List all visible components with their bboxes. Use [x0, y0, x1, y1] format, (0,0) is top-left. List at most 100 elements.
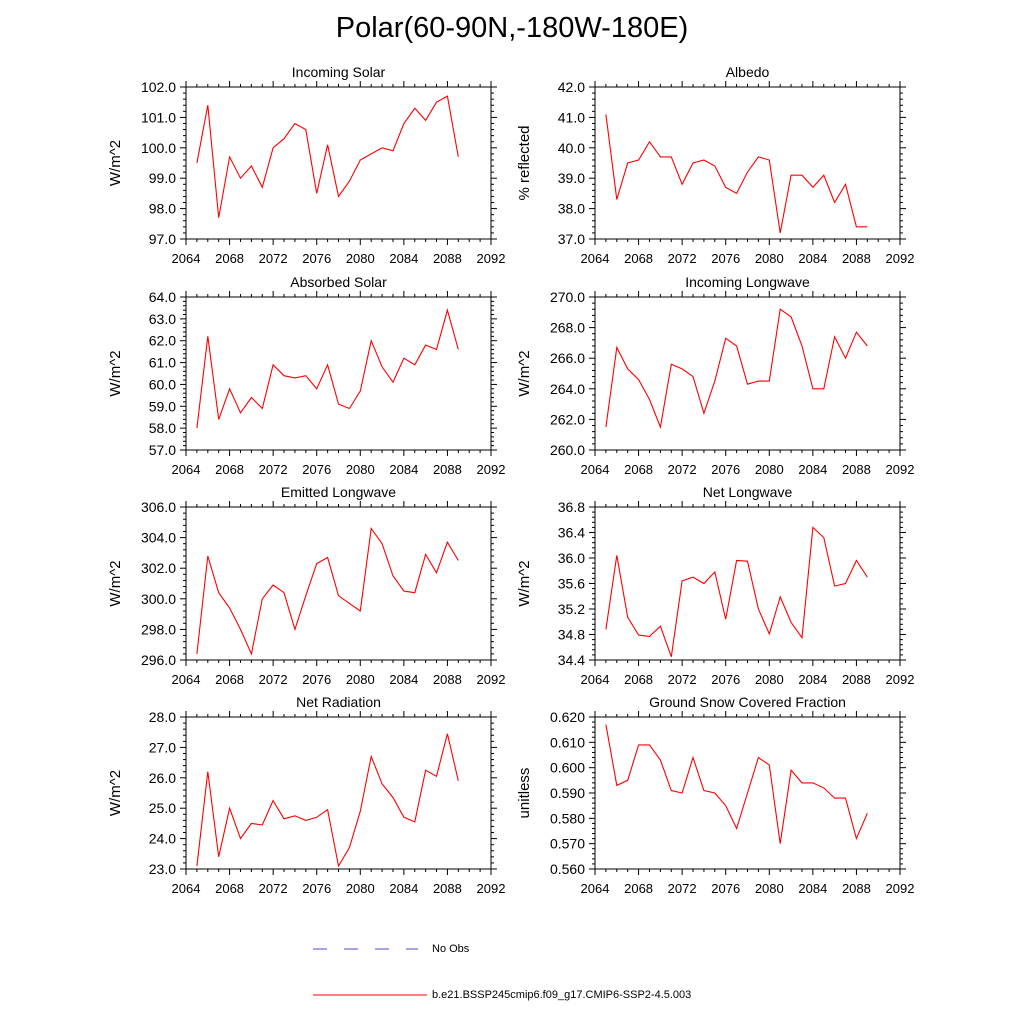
y-tick-label: 35.6: [558, 576, 585, 592]
x-tick-label: 2080: [346, 462, 375, 477]
chart-title: Emitted Longwave: [281, 484, 396, 500]
y-tick-label: 100.0: [141, 140, 176, 156]
y-tick-label: 101.0: [141, 109, 176, 125]
x-tick-label: 2088: [842, 462, 871, 477]
y-axis-label: W/m^2: [107, 350, 124, 396]
x-tick-label: 2092: [477, 462, 506, 477]
x-tick-label: 2072: [668, 251, 697, 266]
x-tick-label: 2088: [433, 672, 462, 687]
y-tick-label: 63.0: [149, 311, 176, 327]
x-tick-label: 2064: [172, 672, 201, 687]
y-tick-label: 64.0: [149, 289, 176, 305]
y-tick-label: 42.0: [558, 79, 585, 95]
y-tick-label: 270.0: [550, 289, 585, 305]
x-tick-label: 2076: [711, 251, 740, 266]
y-tick-label: 39.0: [558, 170, 585, 186]
y-tick-label: 0.600: [550, 760, 585, 776]
y-tick-label: 62.0: [149, 333, 176, 349]
y-tick-label: 302.0: [141, 560, 176, 576]
x-tick-label: 2068: [624, 672, 653, 687]
x-tick-label: 2080: [346, 251, 375, 266]
x-tick-label: 2088: [842, 881, 871, 896]
y-axis-label: W/m^2: [516, 350, 533, 396]
x-tick-label: 2072: [259, 251, 288, 266]
plot-frame: [185, 296, 492, 451]
y-tick-label: 25.0: [149, 800, 176, 816]
y-tick-label: 306.0: [141, 499, 176, 515]
x-tick-label: 2076: [302, 462, 331, 477]
y-tick-label: 296.0: [141, 652, 176, 668]
x-tick-label: 2092: [886, 251, 915, 266]
chart-title: Net Longwave: [703, 484, 793, 500]
x-tick-label: 2068: [215, 251, 244, 266]
y-tick-label: 26.0: [149, 770, 176, 786]
y-tick-label: 298.0: [141, 621, 176, 637]
x-tick-label: 2064: [172, 462, 201, 477]
plot-frame: [594, 86, 901, 240]
y-axis-label: % reflected: [516, 125, 533, 200]
x-tick-label: 2076: [302, 251, 331, 266]
y-tick-label: 0.590: [550, 785, 585, 801]
series-line: [196, 526, 459, 656]
x-tick-label: 2072: [259, 672, 288, 687]
x-tick-label: 2084: [389, 672, 418, 687]
x-tick-label: 2080: [346, 672, 375, 687]
chart-title: Ground Snow Covered Fraction: [649, 694, 846, 710]
x-tick-label: 2076: [711, 672, 740, 687]
y-tick-label: 60.0: [149, 376, 176, 392]
plot-frame: [594, 296, 901, 451]
series-line: [196, 95, 459, 218]
x-tick-label: 2092: [477, 672, 506, 687]
x-tick-label: 2092: [886, 462, 915, 477]
x-tick-label: 2092: [886, 881, 915, 896]
y-tick-label: 40.0: [558, 140, 585, 156]
x-tick-label: 2072: [668, 462, 697, 477]
chart-panel-ground-snow-covered-fraction: 2064 2068 2072 2076 2080 2084 2088 2092 0.560 0.5…: [516, 694, 914, 896]
x-tick-label: 2084: [389, 881, 418, 896]
x-tick-label: 2088: [433, 881, 462, 896]
y-tick-label: 41.0: [558, 109, 585, 125]
chart-title: Net Radiation: [296, 694, 381, 710]
y-tick-label: 102.0: [141, 79, 176, 95]
x-tick-label: 2080: [346, 881, 375, 896]
y-tick-label: 37.0: [558, 231, 585, 247]
plot-frame: [185, 506, 492, 661]
x-tick-label: 2084: [798, 881, 827, 896]
x-tick-label: 2076: [302, 672, 331, 687]
x-tick-label: 2064: [172, 251, 201, 266]
y-tick-label: 58.0: [149, 420, 176, 436]
x-tick-label: 2064: [581, 462, 610, 477]
x-tick-label: 2088: [433, 462, 462, 477]
series-line: [605, 308, 868, 430]
plot-frame: [185, 86, 492, 240]
x-tick-label: 2084: [798, 462, 827, 477]
y-tick-label: 0.610: [550, 734, 585, 750]
y-tick-label: 34.4: [558, 652, 585, 668]
y-tick-label: 97.0: [149, 231, 176, 247]
y-axis-label: W/m^2: [107, 560, 124, 606]
x-tick-label: 2084: [389, 251, 418, 266]
series-line: [605, 114, 868, 234]
x-tick-label: 2076: [302, 881, 331, 896]
y-tick-label: 260.0: [550, 442, 585, 458]
series-line: [196, 308, 459, 429]
x-tick-label: 2068: [215, 462, 244, 477]
y-tick-label: 61.0: [149, 355, 176, 371]
x-tick-label: 2064: [581, 251, 610, 266]
y-tick-label: 99.0: [149, 170, 176, 186]
x-tick-label: 2068: [624, 462, 653, 477]
chart-panel-incoming-solar: 2064 2068 2072 2076 2080 2084 2088 2092 97.0 98.0…: [107, 64, 505, 266]
chart-panel-net-radiation: 2064 2068 2072 2076 2080 2084 2088 2092 23.0 24.0…: [107, 694, 505, 896]
x-tick-label: 2072: [668, 672, 697, 687]
y-axis-label: W/m^2: [107, 140, 124, 186]
y-axis-label: unitless: [516, 768, 533, 819]
x-tick-label: 2088: [842, 672, 871, 687]
x-tick-label: 2088: [842, 251, 871, 266]
series-line: [605, 724, 868, 844]
y-tick-label: 35.2: [558, 601, 585, 617]
x-tick-label: 2076: [711, 881, 740, 896]
y-tick-label: 36.0: [558, 550, 585, 566]
x-tick-label: 2064: [581, 672, 610, 687]
x-tick-label: 2092: [477, 881, 506, 896]
